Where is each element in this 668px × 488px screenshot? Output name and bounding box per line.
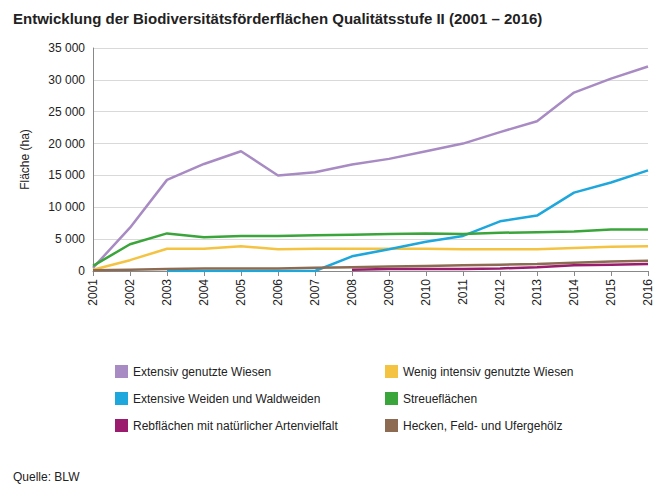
svg-text:2009: 2009 <box>382 279 396 306</box>
svg-text:2008: 2008 <box>345 279 359 306</box>
svg-text:Extensive Weiden und Waldweide: Extensive Weiden und Waldweiden <box>133 392 320 406</box>
svg-text:5 000: 5 000 <box>55 232 85 246</box>
svg-text:2004: 2004 <box>197 279 211 306</box>
svg-text:2002: 2002 <box>123 279 137 306</box>
svg-text:2005: 2005 <box>234 279 248 306</box>
svg-text:2011: 2011 <box>456 279 470 305</box>
svg-text:2007: 2007 <box>308 279 322 306</box>
svg-text:20 000: 20 000 <box>48 137 85 151</box>
svg-text:Hecken, Feld- und Ufergehölz: Hecken, Feld- und Ufergehölz <box>403 419 562 433</box>
svg-text:10 000: 10 000 <box>48 200 85 214</box>
svg-text:2014: 2014 <box>567 279 581 306</box>
svg-text:2010: 2010 <box>419 279 433 306</box>
svg-text:Wenig intensiv genutzte Wiesen: Wenig intensiv genutzte Wiesen <box>403 365 574 379</box>
svg-text:Extensiv genutzte Wiesen: Extensiv genutzte Wiesen <box>133 365 271 379</box>
svg-text:2006: 2006 <box>271 279 285 306</box>
svg-text:Entwicklung der Biodiversitäts: Entwicklung der Biodiversitätsförderfläc… <box>13 10 542 27</box>
svg-text:Rebflächen mit natürlicher Art: Rebflächen mit natürlicher Artenvielfalt <box>133 419 338 433</box>
svg-text:25 000: 25 000 <box>48 105 85 119</box>
svg-text:2003: 2003 <box>160 279 174 306</box>
svg-text:35 000: 35 000 <box>48 41 85 55</box>
svg-text:0: 0 <box>78 264 85 278</box>
svg-text:Streueflächen: Streueflächen <box>403 392 477 406</box>
svg-text:15 000: 15 000 <box>48 168 85 182</box>
svg-text:Fläche (ha): Fläche (ha) <box>18 129 32 190</box>
svg-text:2016: 2016 <box>641 279 655 306</box>
svg-text:30 000: 30 000 <box>48 73 85 87</box>
svg-text:Quelle: BLW: Quelle: BLW <box>13 470 80 484</box>
svg-text:2013: 2013 <box>530 279 544 306</box>
svg-text:2001: 2001 <box>86 279 100 306</box>
svg-text:2015: 2015 <box>604 279 618 306</box>
svg-text:2012: 2012 <box>493 279 507 306</box>
